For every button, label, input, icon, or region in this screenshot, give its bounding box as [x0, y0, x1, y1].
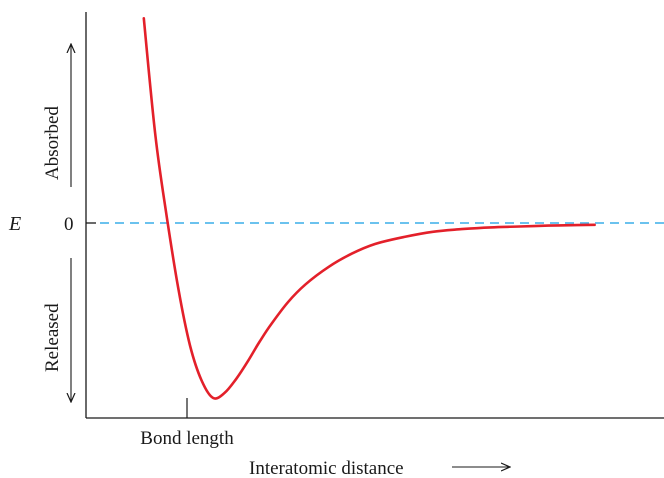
absorbed-label: Absorbed	[42, 106, 63, 180]
zero-tick-label: 0	[64, 214, 74, 235]
released-label: Released	[42, 303, 63, 372]
x-axis-label: Interatomic distance	[249, 458, 404, 478]
potential-energy-curve	[142, 17, 596, 400]
bond-length-label: Bond length	[140, 428, 234, 449]
y-axis-label: E	[8, 213, 21, 235]
